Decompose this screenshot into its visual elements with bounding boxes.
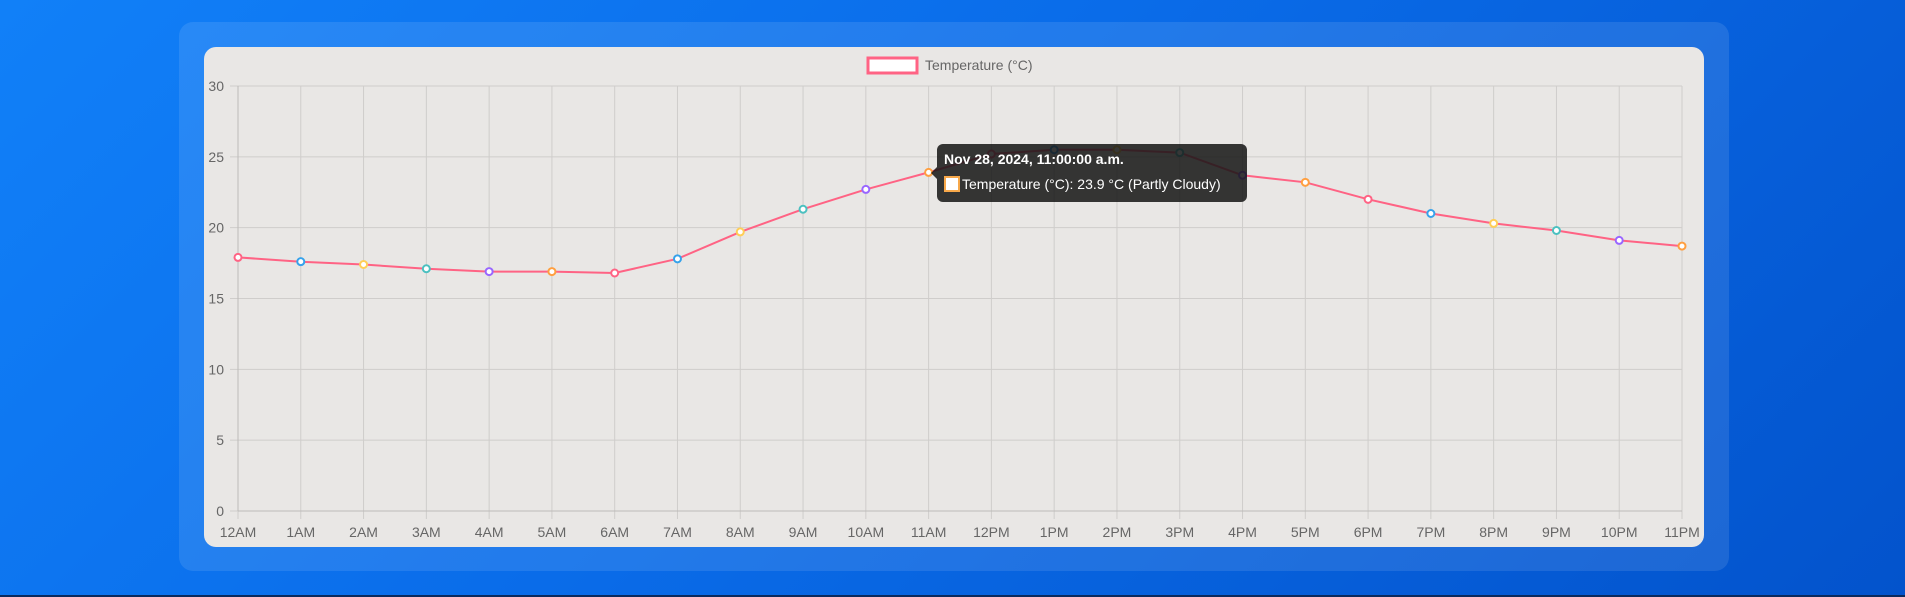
x-tick-label: 1PM bbox=[1040, 524, 1069, 540]
data-point[interactable] bbox=[1551, 226, 1561, 235]
data-point[interactable] bbox=[735, 227, 745, 237]
y-tick-label: 20 bbox=[208, 220, 224, 236]
x-tick-label: 2AM bbox=[349, 524, 378, 540]
x-tick-label: 5AM bbox=[538, 524, 567, 540]
x-tick-label: 6AM bbox=[600, 524, 629, 540]
data-point[interactable] bbox=[1426, 209, 1436, 218]
y-tick-label: 10 bbox=[208, 361, 224, 377]
x-tick-label: 7PM bbox=[1416, 524, 1445, 540]
x-tick-label: 8PM bbox=[1479, 524, 1508, 540]
tooltip-label: Temperature (°C): 23.9 °C (Partly Cloudy… bbox=[962, 176, 1221, 192]
tooltip-row: Temperature (°C): 23.9 °C (Partly Cloudy… bbox=[944, 176, 1221, 192]
x-tick-label: 5PM bbox=[1291, 524, 1320, 540]
tooltip-title: Nov 28, 2024, 11:00:00 a.m. bbox=[944, 151, 1124, 167]
chart-axes bbox=[237, 86, 1682, 512]
legend-label[interactable]: Temperature (°C) bbox=[925, 57, 1033, 73]
chart-tooltip: Nov 28, 2024, 11:00:00 a.m. Temperature … bbox=[931, 144, 1247, 202]
x-tick-label: 12PM bbox=[973, 524, 1010, 540]
x-tick-label: 6PM bbox=[1354, 524, 1383, 540]
x-tick-label: 9PM bbox=[1542, 524, 1571, 540]
data-point[interactable] bbox=[1300, 177, 1310, 187]
data-point[interactable] bbox=[233, 252, 243, 262]
data-point[interactable] bbox=[1363, 194, 1373, 204]
x-tick-label: 4AM bbox=[475, 524, 504, 540]
legend-swatch[interactable] bbox=[866, 56, 919, 75]
data-point[interactable] bbox=[484, 267, 494, 277]
x-axis-ticks: 12AM 1AM 2AM 3AM 4AM 5AM 6AM 7AM 8AM 9AM 10AM 11AM 1… bbox=[220, 524, 1700, 540]
x-tick-label: 12AM bbox=[220, 524, 257, 540]
x-tick-label: 3AM bbox=[412, 524, 441, 540]
y-tick-label: 25 bbox=[208, 149, 224, 165]
data-point[interactable] bbox=[1614, 235, 1624, 245]
bottom-edge bbox=[0, 595, 1905, 597]
y-axis-ticks: 0 5 10 15 20 25 30 bbox=[208, 78, 224, 519]
data-point[interactable] bbox=[421, 264, 431, 274]
x-tick-label: 1AM bbox=[286, 524, 315, 540]
x-tick-label: 3PM bbox=[1165, 524, 1194, 540]
x-tick-label: 10PM bbox=[1601, 524, 1638, 540]
x-tick-label: 9AM bbox=[789, 524, 818, 540]
data-point[interactable] bbox=[672, 254, 682, 264]
x-tick-label: 11PM bbox=[1664, 524, 1700, 540]
tooltip-caret bbox=[931, 167, 937, 179]
x-tick-label: 4PM bbox=[1228, 524, 1257, 540]
data-point[interactable] bbox=[547, 267, 557, 277]
x-tick-label: 10AM bbox=[848, 524, 885, 540]
y-tick-label: 5 bbox=[216, 432, 224, 448]
data-point[interactable] bbox=[1677, 241, 1687, 251]
x-tick-label: 2PM bbox=[1103, 524, 1132, 540]
data-point[interactable] bbox=[610, 268, 620, 278]
chart-legend[interactable]: Temperature (°C) bbox=[866, 56, 1033, 75]
y-tick-label: 0 bbox=[216, 503, 224, 519]
data-point[interactable] bbox=[861, 184, 871, 194]
x-tick-label: 11AM bbox=[911, 524, 947, 540]
data-point[interactable] bbox=[359, 260, 369, 269]
data-point[interactable] bbox=[1489, 218, 1499, 228]
x-tick-label: 8AM bbox=[726, 524, 755, 540]
x-tick-label: 7AM bbox=[663, 524, 692, 540]
data-point[interactable] bbox=[296, 257, 306, 267]
tooltip-swatch bbox=[944, 176, 960, 192]
y-tick-label: 30 bbox=[208, 78, 224, 94]
y-tick-label: 15 bbox=[208, 291, 224, 307]
chart-card bbox=[204, 47, 1704, 547]
data-point[interactable] bbox=[798, 204, 808, 214]
